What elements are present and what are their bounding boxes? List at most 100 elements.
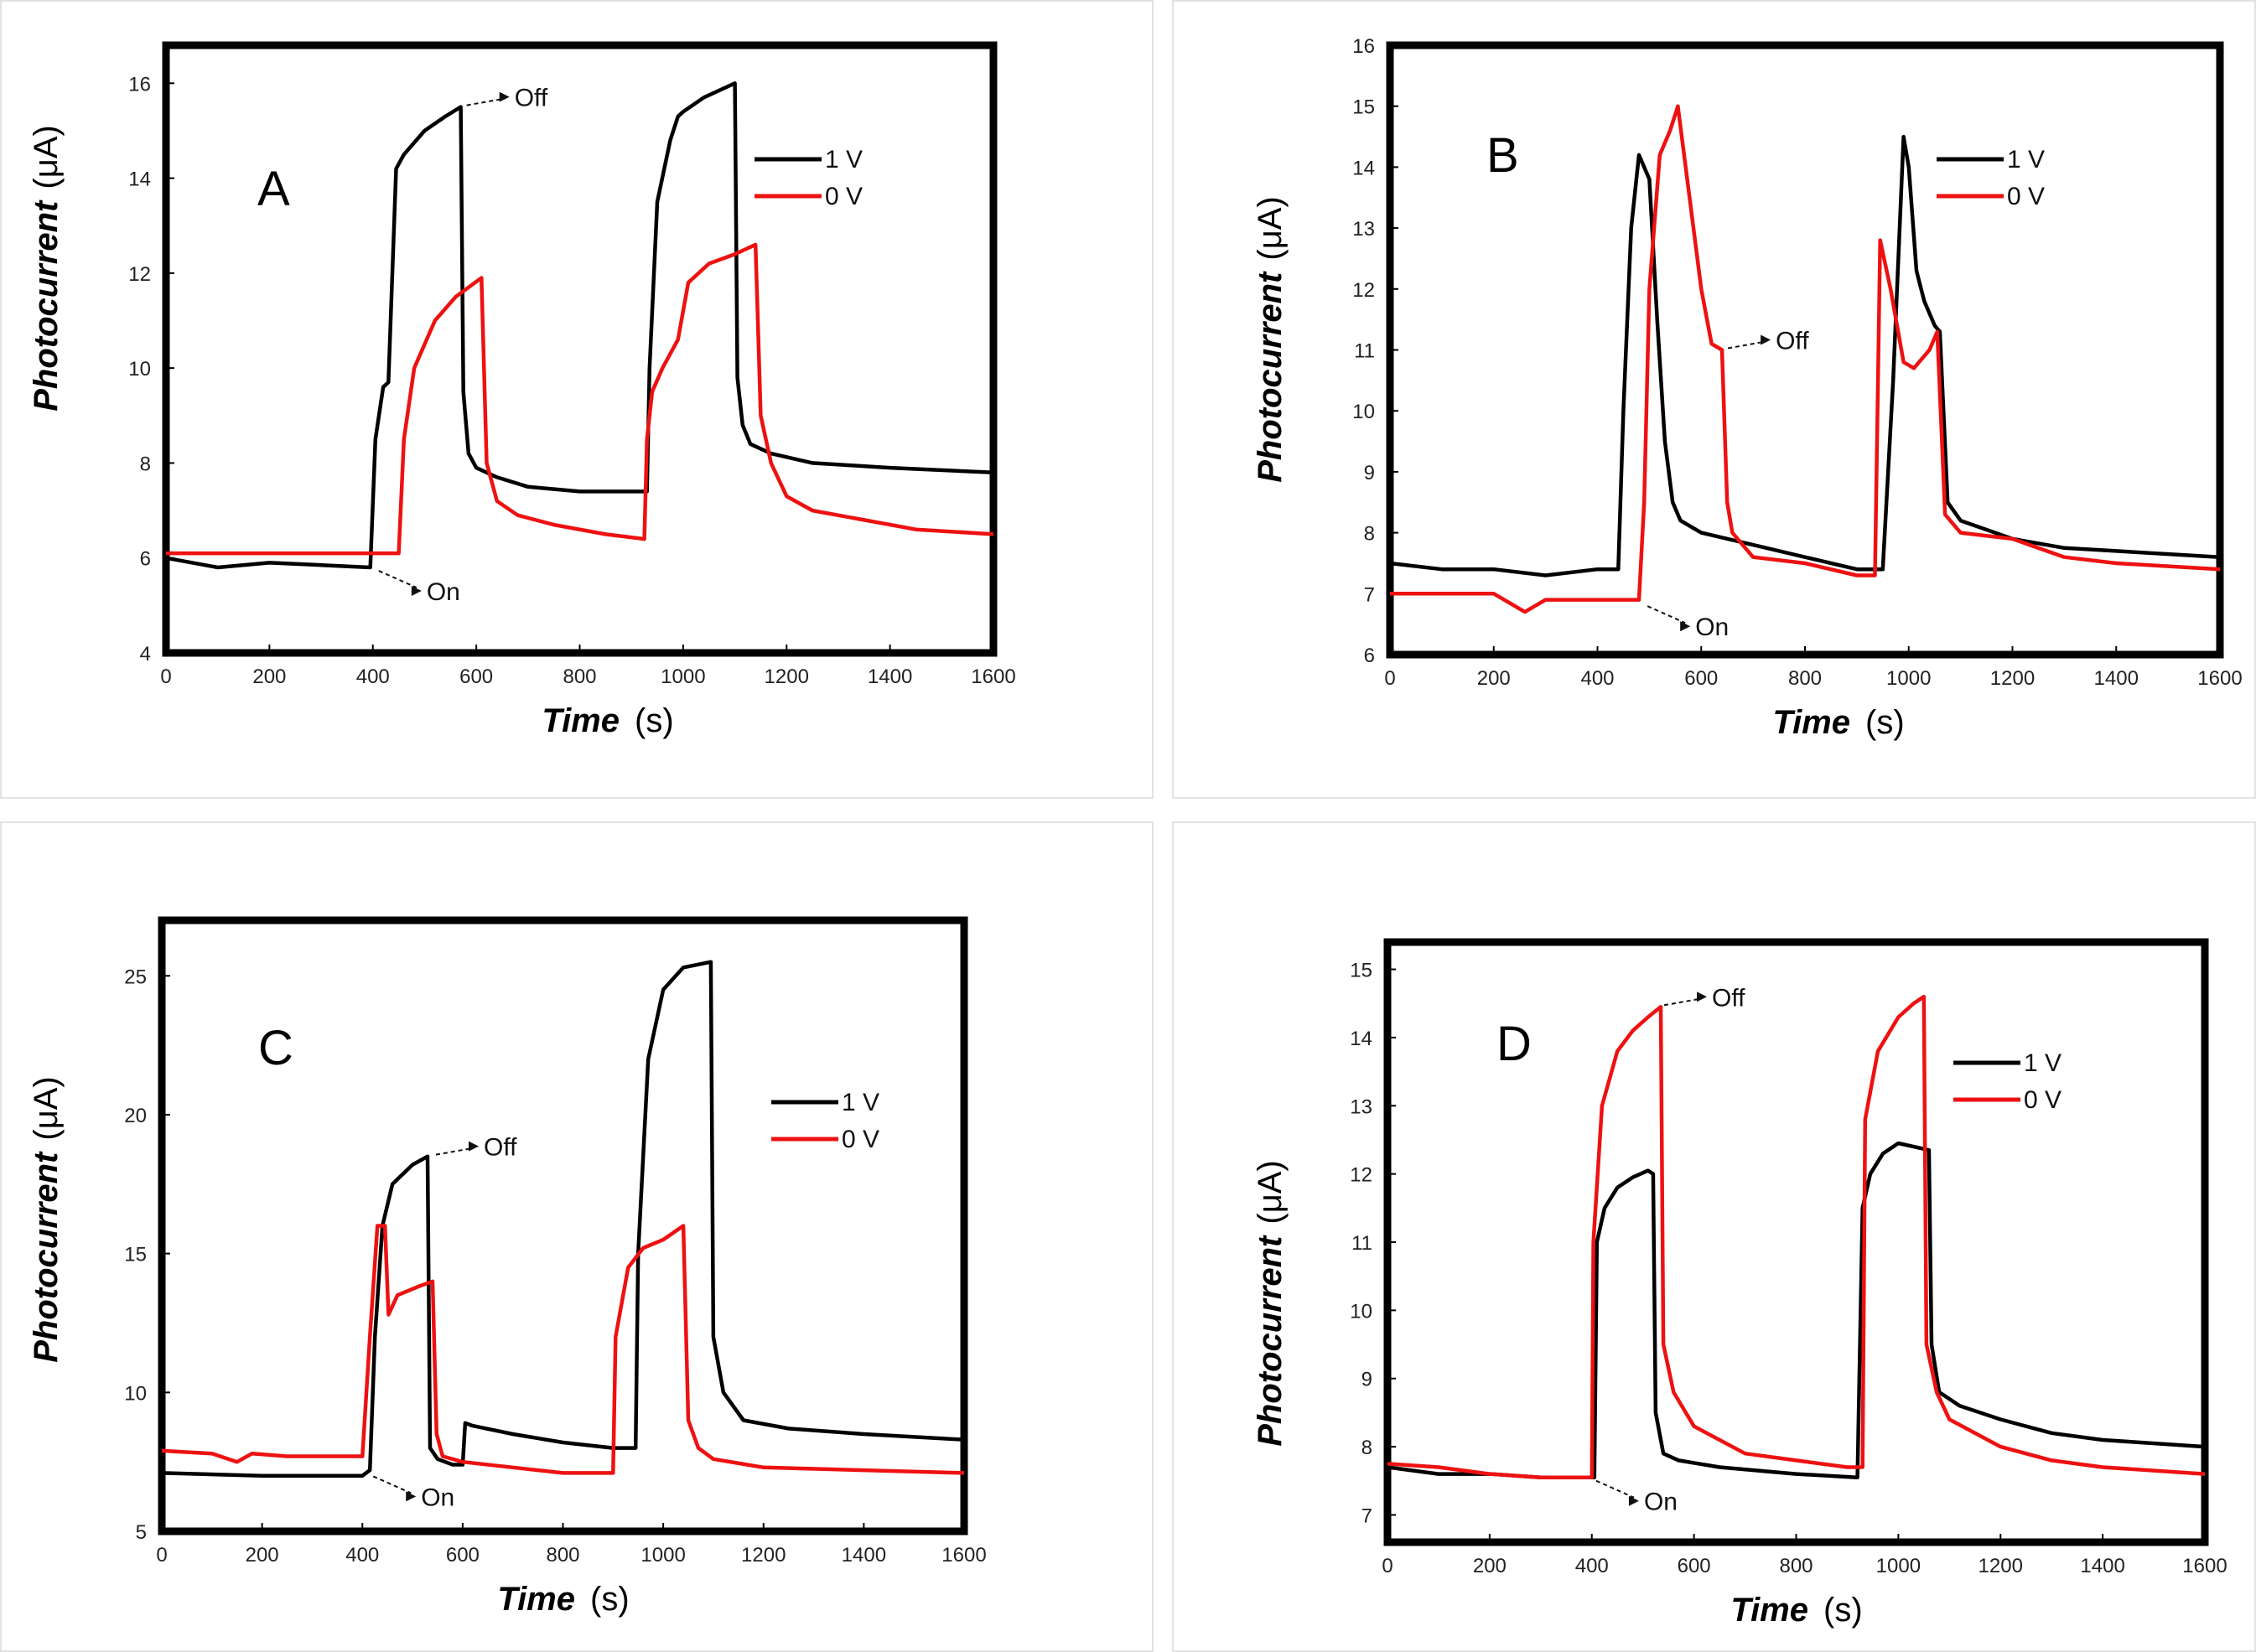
x-tick-label: 200 [1473,1555,1507,1577]
x-tick-label: 0 [156,1544,167,1567]
x-tick-label: 1400 [868,665,912,688]
y-tick-label: 16 [128,73,151,96]
x-tick-label: 1200 [741,1544,786,1567]
series-line-1v [1387,1141,2206,1479]
y-tick-label: 11 [1351,1232,1372,1255]
x-axis-label: Time (s) [1772,704,1904,741]
annotation-on: On [421,1484,454,1511]
x-axis-label: Time (s) [1730,1592,1862,1629]
x-tick-label: 1600 [971,665,1015,688]
x-tick-label: 800 [1779,1555,1813,1577]
x-axis-label-main: Time [1730,1592,1808,1629]
x-tick-label: 1600 [2197,667,2242,690]
x-tick-label: 400 [356,665,390,688]
x-tick-label: 1200 [1979,1555,2023,1577]
x-axis-label-unit: (s) [1865,704,1905,741]
y-tick-label: 20 [124,1105,147,1127]
legend-label: 1 V [2007,146,2045,173]
y-tick-label: 11 [1354,340,1375,363]
annotation-arrowhead [1697,992,1708,1002]
legend-label: 1 V [842,1089,879,1116]
plot-frame [162,41,998,657]
panel-letter: D [1496,1017,1532,1071]
x-tick-label: 1000 [1876,1555,1921,1577]
y-axis-label-main: Photocurrent [1252,1235,1289,1447]
annotation-off: Off [484,1134,517,1162]
x-tick-label: 1400 [2080,1555,2124,1577]
y-tick-label: 14 [1350,1028,1372,1050]
panel-frame-a [0,0,1154,799]
x-tick-label: 800 [546,1544,579,1567]
annotation-off: Off [1776,328,1809,355]
chart-panel-a: 0 200 400 600 800 1000 1200 1400 1600 4 6 8 10 12 14 16… [28,41,1016,739]
y-tick-label: 5 [136,1521,147,1544]
x-tick-label: 1000 [661,665,705,688]
annotation-on: On [1695,614,1729,641]
y-axis-label-unit: (μA) [28,125,65,189]
y-tick-label: 7 [1364,583,1375,606]
y-tick-label: 10 [128,358,151,381]
y-axis-label: Photocurrent (μA) [28,1076,65,1363]
annotation-arrow [1663,997,1703,1007]
y-tick-label: 12 [128,263,151,286]
annotation-arrowhead [411,586,422,597]
y-tick-label: 9 [1361,1369,1372,1391]
series-line-0v [1390,104,2221,614]
y-axis-label: Photocurrent (μA) [1252,196,1289,483]
series-line-0v [1387,994,2206,1479]
y-axis-label: Photocurrent (μA) [28,125,65,412]
legend-label: 0 V [2024,1086,2062,1114]
x-tick-label: 200 [252,665,286,688]
plot-frame [158,916,968,1535]
annotation-arrow [435,1147,475,1156]
annotation-arrowhead [468,1141,479,1152]
x-tick-label: 0 [1382,1555,1392,1577]
x-tick-label: 1400 [842,1544,886,1567]
y-tick-label: 12 [1352,279,1375,302]
x-tick-label: 400 [345,1544,379,1567]
x-axis-label-main: Time [1772,704,1850,741]
annotation-arrow [1595,1479,1635,1499]
panel-letter: A [257,162,290,216]
series-line-1v [1389,134,2221,577]
annotation-arrow [1727,340,1766,350]
panel-frame-b [1172,0,2256,799]
x-tick-label: 1000 [1886,667,1931,690]
x-tick-label: 1000 [640,1544,685,1567]
annotation-arrowhead [1680,621,1691,632]
legend: 1 V0 V [755,146,863,210]
annotation-arrow [372,1475,412,1494]
y-axis-label-main: Photocurrent [28,199,65,412]
annotation-on: On [1644,1489,1678,1516]
y-tick-label: 12 [1350,1164,1372,1187]
annotation-off: Off [1712,984,1745,1012]
legend-label: 1 V [2024,1049,2062,1077]
y-tick-label: 13 [1350,1095,1372,1118]
chart-panel-b: 0 200 400 600 800 1000 1200 1400 1600 6 7 8 9 10 11 12 1… [1252,35,2243,741]
x-axis-label: Time (s) [542,702,673,739]
x-tick-label: 600 [446,1544,480,1567]
y-tick-label: 8 [1361,1437,1372,1459]
annotation-arrowhead [1761,334,1771,345]
y-tick-label: 14 [1352,157,1375,179]
y-tick-label: 9 [1364,462,1375,484]
y-tick-label: 6 [1364,645,1375,667]
x-tick-label: 800 [1788,667,1822,690]
x-tick-label: 600 [1678,1555,1711,1577]
y-tick-label: 16 [1352,35,1375,58]
annotation-off: Off [515,85,548,112]
panel-frame-d [1172,821,2256,1652]
legend: 1 V0 V [1937,146,2045,210]
y-tick-label: 8 [1364,523,1375,546]
y-tick-label: 15 [124,1244,147,1266]
annotation-arrowhead [1628,1495,1639,1506]
y-tick-label: 7 [1361,1504,1372,1527]
x-axis-label-unit: (s) [590,1581,630,1618]
y-tick-label: 10 [1352,401,1375,423]
panel-letter: C [258,1021,293,1075]
x-tick-label: 600 [459,665,493,688]
annotation-arrowhead [406,1491,417,1502]
x-axis-label: Time (s) [497,1581,629,1618]
annotation-arrowhead [499,91,510,102]
